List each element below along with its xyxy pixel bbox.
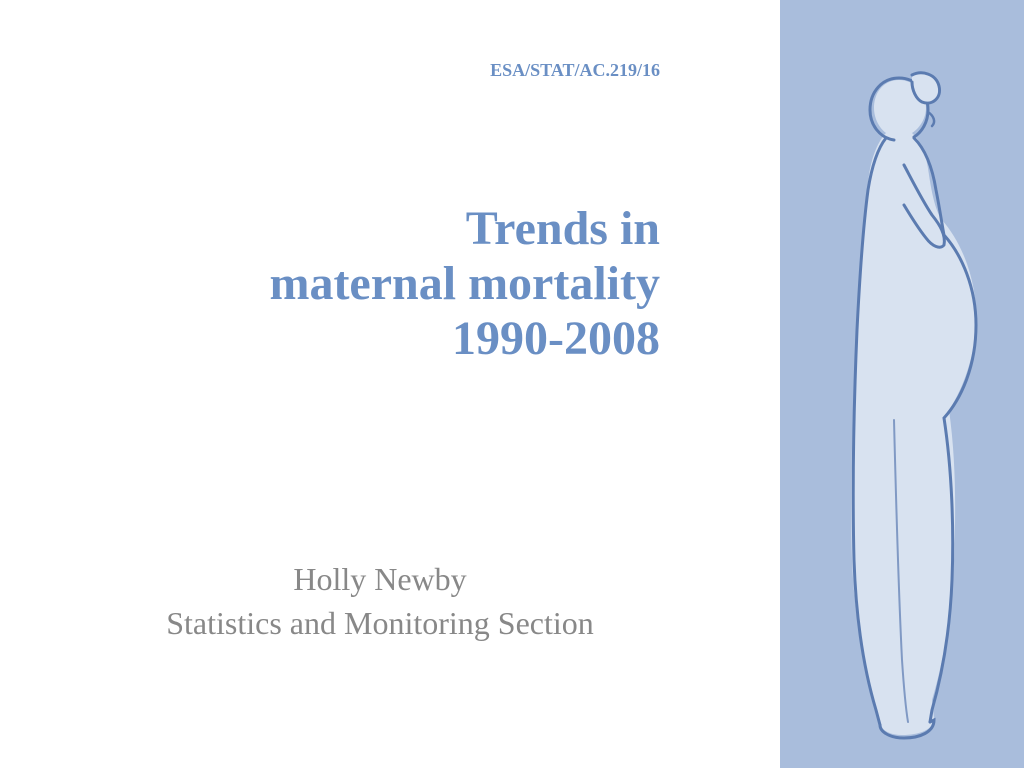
author-name: Holly Newby xyxy=(80,557,680,602)
sidebar-panel xyxy=(780,0,1024,768)
content-area: ESA/STAT/AC.219/16 Trends in maternal mo… xyxy=(0,0,780,768)
title-line-3: 1990-2008 xyxy=(80,311,660,366)
author-block: Holly Newby Statistics and Monitoring Se… xyxy=(80,557,740,647)
author-section: Statistics and Monitoring Section xyxy=(80,601,680,646)
title-line-2: maternal mortality xyxy=(80,256,660,311)
document-code: ESA/STAT/AC.219/16 xyxy=(80,50,740,81)
pregnant-woman-icon xyxy=(784,20,1014,750)
title-line-1: Trends in xyxy=(80,201,660,256)
title-block: Trends in maternal mortality 1990-2008 xyxy=(80,201,740,367)
